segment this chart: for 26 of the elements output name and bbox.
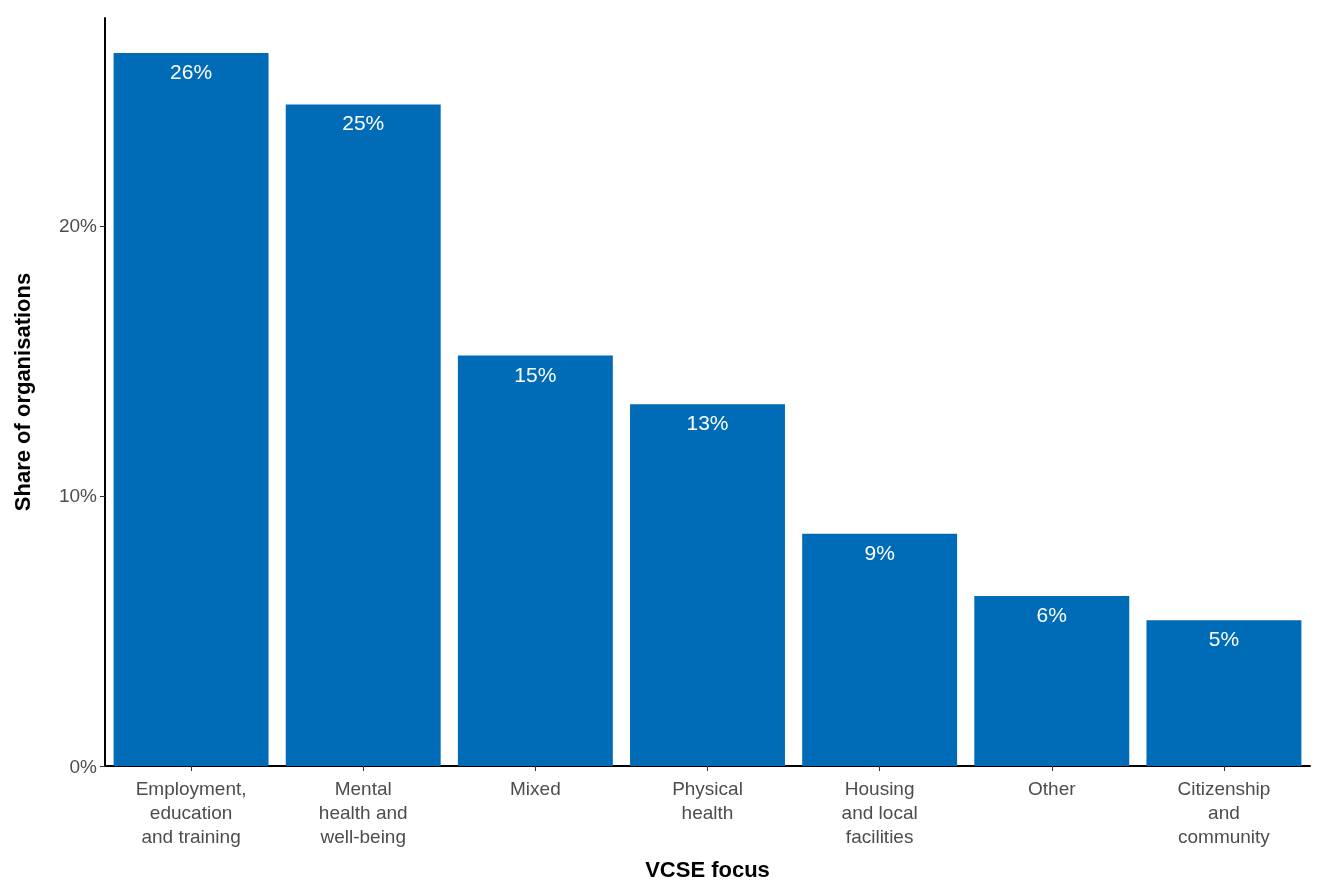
data-label: 25%: [342, 111, 385, 135]
data-label: 13%: [686, 411, 729, 435]
bar: [113, 53, 269, 766]
x-tick-label: Mixed: [510, 777, 561, 799]
x-axis-title: VCSE focus: [645, 856, 770, 882]
bar: [285, 104, 441, 766]
bar: [457, 355, 613, 766]
bar: [802, 533, 958, 766]
x-tick-label: Other: [1028, 777, 1077, 799]
x-tick-label: Citizenship and community: [1177, 777, 1271, 847]
bar: [974, 595, 1130, 766]
x-tick-label: Physical health: [672, 777, 743, 823]
x-tick-label: Mental health and well-being: [318, 777, 408, 847]
x-tick-label: Employment, education and training: [135, 777, 247, 847]
y-tick-label: 10%: [58, 485, 98, 507]
x-tick-label: Housing and local facilities: [841, 777, 918, 847]
bar: [1146, 620, 1302, 766]
y-tick-label: 20%: [58, 215, 98, 237]
data-label: 15%: [514, 362, 557, 386]
bar: [630, 404, 785, 766]
data-label: 6%: [1036, 602, 1067, 626]
data-label: 5%: [1208, 627, 1240, 651]
y-tick-label: 0%: [69, 755, 98, 777]
data-label: 26%: [170, 60, 213, 84]
y-axis-title: Share of organisations: [9, 272, 35, 512]
data-label: 9%: [864, 540, 895, 564]
